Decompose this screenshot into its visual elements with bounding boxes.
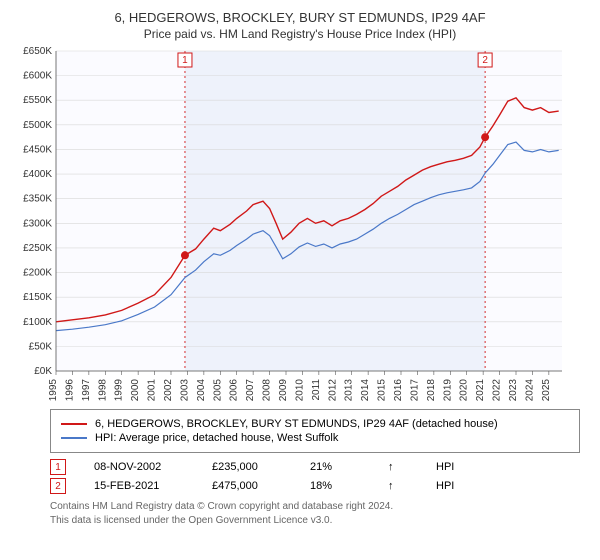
svg-text:£650K: £650K [23,46,52,57]
svg-text:£600K: £600K [23,71,52,82]
chart-area: £0K £50K £100K £150K £200K £250K £300K £350K £40… [10,45,570,405]
chart-svg: £0K £50K £100K £150K £200K £250K £300K £350K £40… [10,45,570,405]
transaction-price: £235,000 [212,461,282,473]
transaction-marker: 2 [50,478,66,494]
transaction-pct: 21% [310,461,360,473]
legend-label: 6, HEDGEROWS, BROCKLEY, BURY ST EDMUNDS,… [95,418,498,430]
transaction-pct: 18% [310,480,360,492]
transaction-row: 1 08-NOV-2002 £235,000 21% ↑ HPI [50,459,580,475]
svg-text:£300K: £300K [23,218,52,229]
svg-text:2020: 2020 [459,379,470,402]
svg-text:£450K: £450K [23,144,52,155]
svg-text:2013: 2013 [344,379,355,402]
svg-text:2019: 2019 [442,379,453,402]
footer-line2: This data is licensed under the Open Gov… [50,514,580,528]
svg-text:2017: 2017 [409,379,420,402]
legend-row: HPI: Average price, detached house, West… [61,432,569,444]
title-address: 6, HEDGEROWS, BROCKLEY, BURY ST EDMUNDS,… [10,10,590,25]
svg-text:2004: 2004 [196,379,207,402]
svg-text:2003: 2003 [179,379,190,402]
svg-text:2008: 2008 [262,379,273,402]
svg-text:1997: 1997 [81,379,92,402]
transaction-row: 2 15-FEB-2021 £475,000 18% ↑ HPI [50,478,580,494]
svg-text:2001: 2001 [147,379,158,402]
svg-text:2002: 2002 [163,379,174,402]
svg-text:2012: 2012 [327,379,338,402]
svg-text:2: 2 [482,55,488,66]
svg-text:£50K: £50K [29,341,53,352]
svg-text:£200K: £200K [23,268,52,279]
svg-text:2023: 2023 [508,379,519,402]
svg-text:1999: 1999 [114,379,125,402]
svg-text:£350K: £350K [23,194,52,205]
svg-text:£250K: £250K [23,243,52,254]
title-sub: Price paid vs. HM Land Registry's House … [10,27,590,41]
svg-text:2016: 2016 [393,379,404,402]
svg-text:2009: 2009 [278,379,289,402]
svg-text:1996: 1996 [64,379,75,402]
legend-swatch [61,423,87,425]
transactions-table: 1 08-NOV-2002 £235,000 21% ↑ HPI 2 15-FEB-2021 £… [50,459,580,494]
legend: 6, HEDGEROWS, BROCKLEY, BURY ST EDMUNDS,… [50,409,580,453]
transaction-date: 08-NOV-2002 [94,461,184,473]
svg-text:2007: 2007 [245,379,256,402]
transaction-note: HPI [436,461,454,473]
chart-container: 6, HEDGEROWS, BROCKLEY, BURY ST EDMUNDS,… [10,10,590,527]
svg-text:2010: 2010 [294,379,305,402]
svg-text:2014: 2014 [360,379,371,402]
footer-attribution: Contains HM Land Registry data © Crown c… [50,500,580,527]
svg-text:£500K: £500K [23,120,52,131]
svg-text:2006: 2006 [229,379,240,402]
svg-text:2015: 2015 [377,379,388,402]
svg-text:£400K: £400K [23,169,52,180]
transaction-price: £475,000 [212,480,282,492]
transaction-marker: 1 [50,459,66,475]
svg-text:£150K: £150K [23,292,52,303]
transaction-date: 15-FEB-2021 [94,480,184,492]
svg-text:2024: 2024 [524,379,535,402]
arrow-up-icon: ↑ [388,480,408,492]
svg-text:2000: 2000 [130,379,141,402]
footer-line1: Contains HM Land Registry data © Crown c… [50,500,580,514]
svg-text:2018: 2018 [426,379,437,402]
transaction-note: HPI [436,480,454,492]
svg-text:2021: 2021 [475,379,486,402]
svg-text:£100K: £100K [23,317,52,328]
legend-swatch [61,437,87,439]
svg-text:2025: 2025 [541,379,552,402]
svg-text:1995: 1995 [48,379,59,402]
legend-label: HPI: Average price, detached house, West… [95,432,338,444]
svg-text:£0K: £0K [34,366,52,377]
svg-text:1: 1 [182,55,188,66]
svg-text:2022: 2022 [492,379,503,402]
svg-text:1998: 1998 [97,379,108,402]
svg-text:2005: 2005 [212,379,223,402]
arrow-up-icon: ↑ [388,461,408,473]
legend-row: 6, HEDGEROWS, BROCKLEY, BURY ST EDMUNDS,… [61,418,569,430]
title-block: 6, HEDGEROWS, BROCKLEY, BURY ST EDMUNDS,… [10,10,590,41]
svg-text:£550K: £550K [23,95,52,106]
svg-text:2011: 2011 [311,379,322,401]
